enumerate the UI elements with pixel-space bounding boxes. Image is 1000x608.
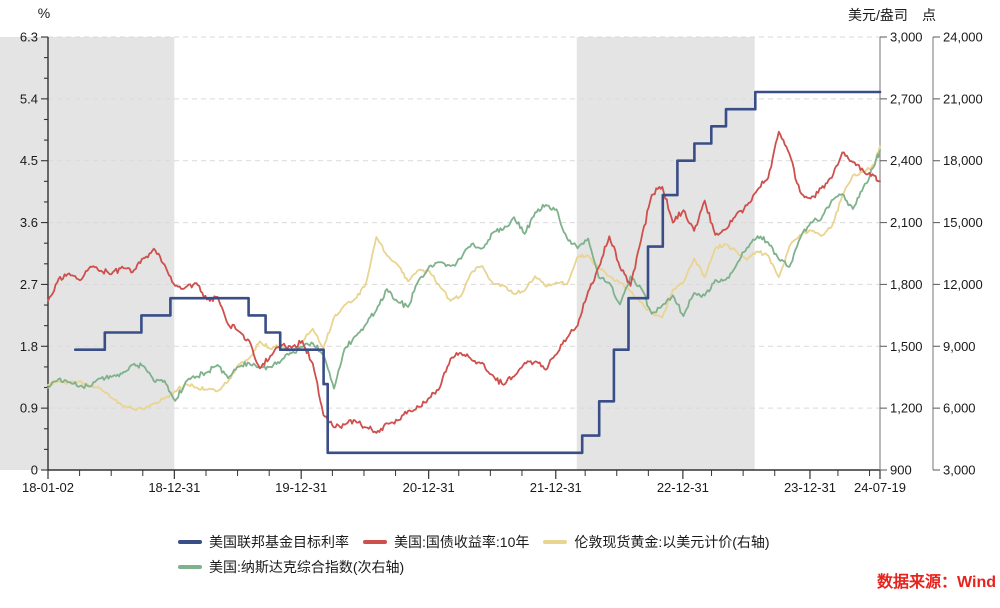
right-axis-unit-label: 美元/盎司 bbox=[848, 7, 908, 23]
right1-tick-label: 2,100 bbox=[890, 215, 923, 230]
x-tick-label: 20-12-31 bbox=[403, 480, 455, 495]
legend-row: 美国:纳斯达克综合指数(次右轴) bbox=[178, 558, 770, 576]
legend-swatch-london-spot-gold-usd bbox=[543, 540, 568, 544]
legend-label-nasdaq-composite: 美国:纳斯达克综合指数(次右轴) bbox=[209, 559, 405, 575]
x-tick-label: 22-12-31 bbox=[657, 480, 709, 495]
right2-axis-unit-label: 点 bbox=[922, 7, 936, 23]
legend-item-london-spot-gold-usd: 伦敦现货黄金:以美元计价(右轴) bbox=[543, 533, 770, 551]
legend-row: 美国联邦基金目标利率 美国:国债收益率:10年 伦敦现货黄金:以美元计价(右轴) bbox=[178, 533, 770, 551]
right2-tick-label: 18,000 bbox=[943, 153, 983, 168]
x-tick-label: 23-12-31 bbox=[784, 480, 836, 495]
left-tick-label: 0.9 bbox=[20, 401, 38, 416]
legend-swatch-us-10y-treasury-yield bbox=[363, 540, 387, 544]
right2-tick-label: 3,000 bbox=[943, 463, 976, 478]
right2-tick-label: 12,000 bbox=[943, 277, 983, 292]
right1-tick-label: 1,200 bbox=[890, 401, 923, 416]
right1-tick-label: 900 bbox=[890, 463, 912, 478]
legend-item-fed-funds-target-rate: 美国联邦基金目标利率 bbox=[178, 533, 349, 551]
legend-label-us-10y-treasury-yield: 美国:国债收益率:10年 bbox=[394, 534, 530, 550]
legend: 美国联邦基金目标利率 美国:国债收益率:10年 伦敦现货黄金:以美元计价(右轴) 美国… bbox=[178, 533, 770, 576]
left-tick-label: 5.4 bbox=[20, 91, 38, 106]
x-tick-label: 21-12-31 bbox=[530, 480, 582, 495]
legend-item-us-10y-treasury-yield: 美国:国债收益率:10年 bbox=[363, 533, 529, 551]
right2-tick-label: 15,000 bbox=[943, 215, 983, 230]
right2-tick-label: 24,000 bbox=[943, 30, 983, 45]
london-spot-gold-usd-line bbox=[47, 145, 881, 412]
right2-tick-label: 9,000 bbox=[943, 339, 976, 354]
right1-tick-label: 2,400 bbox=[890, 153, 923, 168]
x-tick-label: 24-07-19 bbox=[854, 480, 906, 495]
us-10y-treasury-yield-line bbox=[47, 130, 881, 434]
left-tick-label: 1.8 bbox=[20, 339, 38, 354]
left-tick-label: 6.3 bbox=[20, 30, 38, 45]
right1-tick-label: 3,000 bbox=[890, 30, 923, 45]
left-tick-label: 4.5 bbox=[20, 153, 38, 168]
fed-funds-target-rate-line bbox=[74, 90, 882, 455]
right2-tick-label: 21,000 bbox=[943, 91, 983, 106]
legend-label-fed-funds-target-rate: 美国联邦基金目标利率 bbox=[209, 534, 349, 550]
x-tick-label: 19-12-31 bbox=[275, 480, 327, 495]
right1-tick-label: 1,800 bbox=[890, 277, 923, 292]
nasdaq-composite-line bbox=[47, 149, 881, 402]
legend-swatch-nasdaq-composite bbox=[178, 565, 202, 569]
legend-item-nasdaq-composite: 美国:纳斯达克综合指数(次右轴) bbox=[178, 558, 404, 576]
source-note: 数据来源：Wind bbox=[877, 574, 996, 591]
left-tick-label: 2.7 bbox=[20, 277, 38, 292]
legend-swatch-fed-funds-target-rate bbox=[178, 540, 202, 544]
left-axis-unit-label: % bbox=[37, 5, 51, 21]
left-tick-label: 3.6 bbox=[20, 215, 38, 230]
right1-tick-label: 2,700 bbox=[890, 91, 923, 106]
x-tick-label: 18-12-31 bbox=[148, 480, 200, 495]
right1-tick-label: 1,500 bbox=[890, 339, 923, 354]
right2-tick-label: 6,000 bbox=[943, 401, 976, 416]
x-tick-label: 18-01-02 bbox=[22, 480, 74, 495]
shaded-band-0 bbox=[0, 37, 175, 470]
legend-label-london-spot-gold-usd: 伦敦现货黄金:以美元计价(右轴) bbox=[574, 534, 770, 550]
left-tick-label: 0 bbox=[31, 463, 38, 478]
